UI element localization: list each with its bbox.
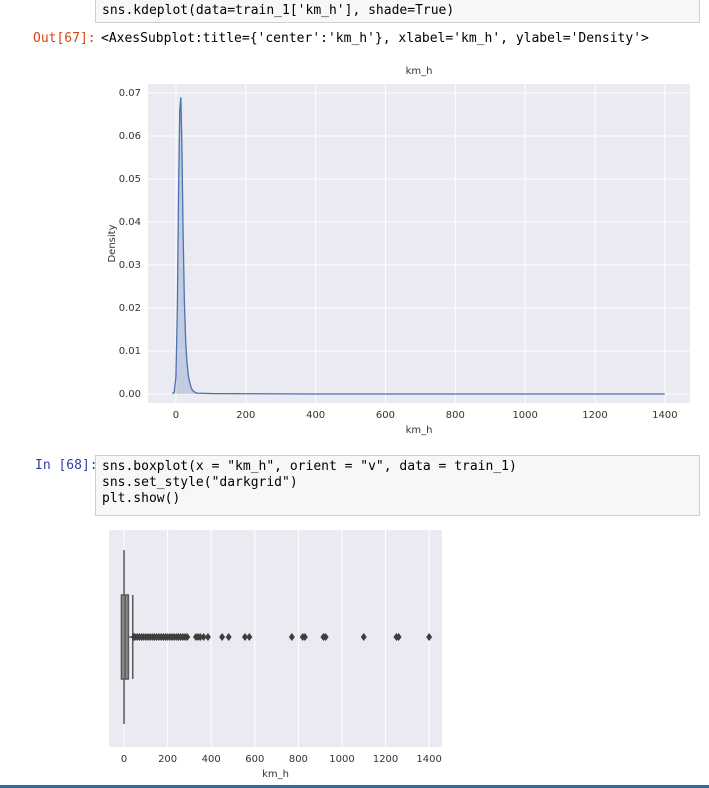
x-tick-label: 1400 bbox=[416, 754, 441, 765]
y-tick-label: 0.00 bbox=[119, 389, 141, 400]
x-axis-label: km_h bbox=[262, 769, 289, 780]
y-tick-label: 0.01 bbox=[119, 346, 141, 357]
y-axis-label: Density bbox=[107, 224, 118, 262]
outlier bbox=[225, 633, 232, 641]
x-tick-label: 800 bbox=[446, 410, 465, 421]
x-tick-label: 400 bbox=[202, 754, 221, 765]
x-tick-label: 200 bbox=[158, 754, 177, 765]
outlier bbox=[360, 633, 367, 641]
y-tick-label: 0.03 bbox=[119, 260, 141, 271]
in-prompt: In [68]: bbox=[35, 458, 98, 473]
plot-area bbox=[148, 84, 690, 403]
y-tick-label: 0.05 bbox=[119, 174, 141, 185]
outlier bbox=[241, 633, 248, 641]
x-tick-label: 400 bbox=[306, 410, 325, 421]
outlier bbox=[184, 633, 191, 641]
outlier bbox=[246, 633, 253, 641]
code-line: sns.set_style("darkgrid") bbox=[102, 475, 298, 490]
y-tick-label: 0.02 bbox=[119, 303, 141, 314]
outlier bbox=[395, 633, 402, 641]
x-tick-label: 1000 bbox=[512, 410, 537, 421]
x-tick-label: 1400 bbox=[652, 410, 677, 421]
x-tick-label: 1200 bbox=[582, 410, 607, 421]
outlier bbox=[200, 633, 207, 641]
code-line: sns.kdeplot(data=train_1['km_h'], shade=… bbox=[102, 3, 455, 18]
out-prompt: Out[67]: bbox=[33, 31, 96, 46]
y-tick-label: 0.06 bbox=[119, 131, 141, 142]
x-tick-label: 600 bbox=[376, 410, 395, 421]
x-tick-label: 0 bbox=[173, 410, 179, 421]
outlier bbox=[219, 633, 226, 641]
status-bar bbox=[0, 785, 709, 788]
x-tick-label: 0 bbox=[121, 754, 127, 765]
outlier bbox=[204, 633, 211, 641]
outlier bbox=[301, 633, 308, 641]
chart-title: km_h bbox=[406, 66, 433, 77]
x-tick-label: 1200 bbox=[373, 754, 398, 765]
y-tick-label: 0.04 bbox=[119, 217, 141, 228]
output-text: <AxesSubplot:title={'center':'km_h'}, xl… bbox=[101, 31, 649, 46]
outlier bbox=[322, 633, 329, 641]
code-line: sns.boxplot(x = "km_h", orient = "v", da… bbox=[102, 459, 517, 474]
x-tick-label: 1000 bbox=[329, 754, 354, 765]
x-tick-label: 600 bbox=[245, 754, 264, 765]
outlier bbox=[288, 633, 295, 641]
outlier bbox=[197, 633, 204, 641]
code-line: plt.show() bbox=[102, 491, 181, 506]
density-line bbox=[171, 97, 665, 395]
code-cell[interactable]: sns.kdeplot(data=train_1['km_h'], shade=… bbox=[95, 0, 700, 23]
code-cell[interactable]: sns.boxplot(x = "km_h", orient = "v", da… bbox=[95, 455, 700, 516]
x-tick-label: 800 bbox=[289, 754, 308, 765]
x-axis-label: km_h bbox=[406, 425, 433, 436]
outlier bbox=[426, 633, 433, 641]
y-tick-label: 0.07 bbox=[119, 88, 141, 99]
x-tick-label: 200 bbox=[236, 410, 255, 421]
